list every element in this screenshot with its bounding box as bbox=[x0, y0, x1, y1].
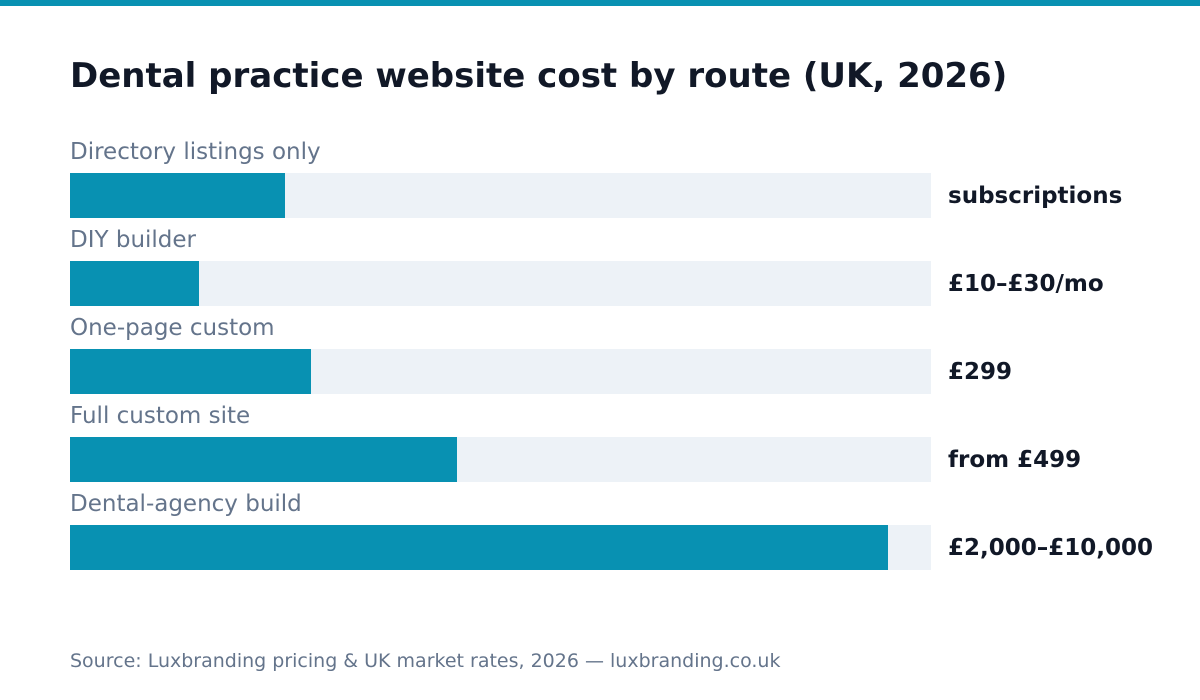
category-label: DIY builder bbox=[70, 227, 197, 253]
bar-track bbox=[70, 173, 931, 218]
value-label: subscriptions bbox=[948, 183, 1123, 209]
bar-track bbox=[70, 261, 931, 306]
value-label: from £499 bbox=[948, 447, 1082, 473]
chart-title: Dental practice website cost by route (U… bbox=[70, 56, 1008, 96]
bar-track bbox=[70, 437, 931, 482]
bar-track bbox=[70, 349, 931, 394]
bar bbox=[70, 525, 888, 570]
bar bbox=[70, 173, 285, 218]
value-label: £299 bbox=[948, 359, 1013, 385]
top-accent-rule bbox=[0, 0, 1200, 6]
bar bbox=[70, 261, 199, 306]
bar-track bbox=[70, 525, 931, 570]
bar-row: DIY builder £10–£30/mo bbox=[0, 226, 1200, 306]
bar bbox=[70, 349, 311, 394]
bar bbox=[70, 437, 457, 482]
value-label: £10–£30/mo bbox=[948, 271, 1104, 297]
value-label: £2,000–£10,000 bbox=[948, 535, 1154, 561]
source-note: Source: Luxbranding pricing & UK market … bbox=[70, 650, 781, 672]
bar-row: Dental-agency build £2,000–£10,000 bbox=[0, 490, 1200, 570]
category-label: Dental-agency build bbox=[70, 491, 302, 517]
bar-row: Full custom site from £499 bbox=[0, 402, 1200, 482]
category-label: Full custom site bbox=[70, 403, 251, 429]
bar-row: Directory listings only subscriptions bbox=[0, 138, 1200, 218]
category-label: One-page custom bbox=[70, 315, 275, 341]
category-label: Directory listings only bbox=[70, 139, 321, 165]
bar-row: One-page custom £299 bbox=[0, 314, 1200, 394]
